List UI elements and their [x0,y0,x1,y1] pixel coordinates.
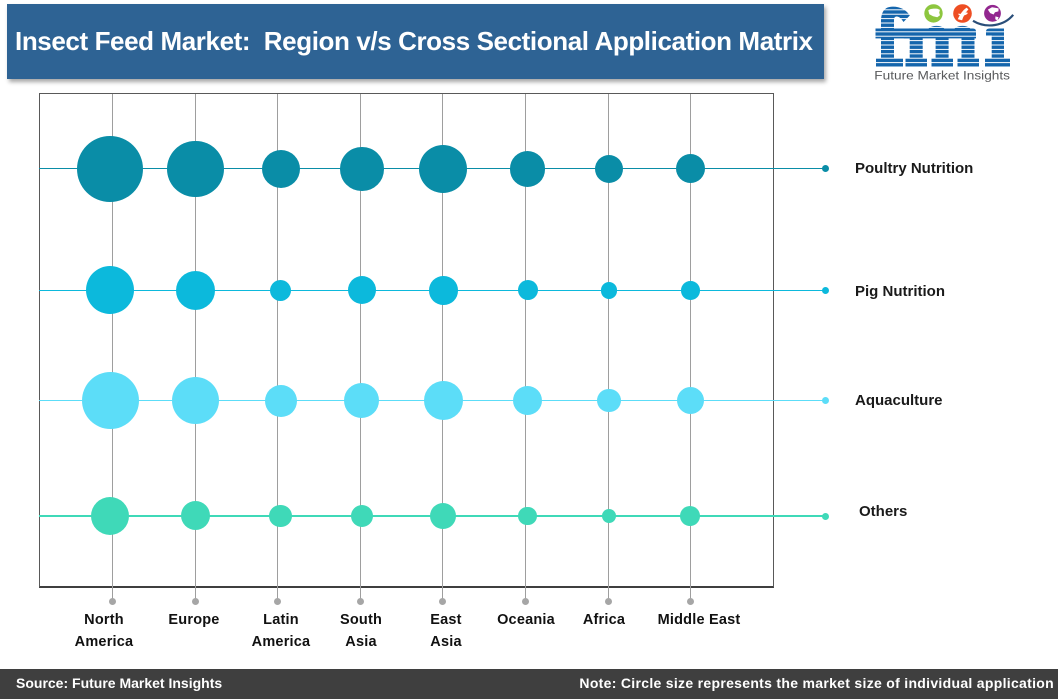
svg-text:Future Market Insights: Future Market Insights [874,69,1010,83]
